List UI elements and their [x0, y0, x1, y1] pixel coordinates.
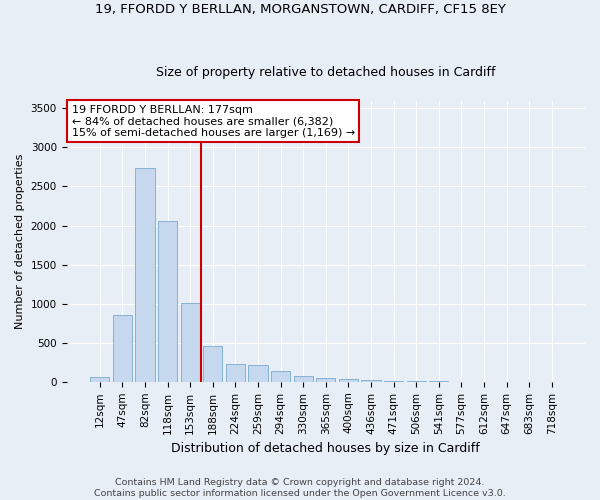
Bar — [384, 381, 403, 382]
Y-axis label: Number of detached properties: Number of detached properties — [15, 154, 25, 329]
Bar — [113, 315, 132, 382]
Bar — [226, 364, 245, 382]
Bar — [203, 346, 223, 382]
Bar — [316, 378, 335, 382]
Text: 19, FFORDD Y BERLLAN, MORGANSTOWN, CARDIFF, CF15 8EY: 19, FFORDD Y BERLLAN, MORGANSTOWN, CARDI… — [95, 2, 505, 16]
Bar — [158, 221, 177, 382]
Bar — [181, 304, 200, 382]
X-axis label: Distribution of detached houses by size in Cardiff: Distribution of detached houses by size … — [172, 442, 480, 455]
Bar — [339, 380, 358, 382]
Bar — [271, 372, 290, 382]
Bar — [136, 168, 155, 382]
Bar — [248, 365, 268, 382]
Title: Size of property relative to detached houses in Cardiff: Size of property relative to detached ho… — [156, 66, 496, 78]
Bar — [293, 376, 313, 382]
Text: Contains HM Land Registry data © Crown copyright and database right 2024.
Contai: Contains HM Land Registry data © Crown c… — [94, 478, 506, 498]
Bar — [90, 376, 109, 382]
Bar — [361, 380, 380, 382]
Text: 19 FFORDD Y BERLLAN: 177sqm
← 84% of detached houses are smaller (6,382)
15% of : 19 FFORDD Y BERLLAN: 177sqm ← 84% of det… — [72, 104, 355, 138]
